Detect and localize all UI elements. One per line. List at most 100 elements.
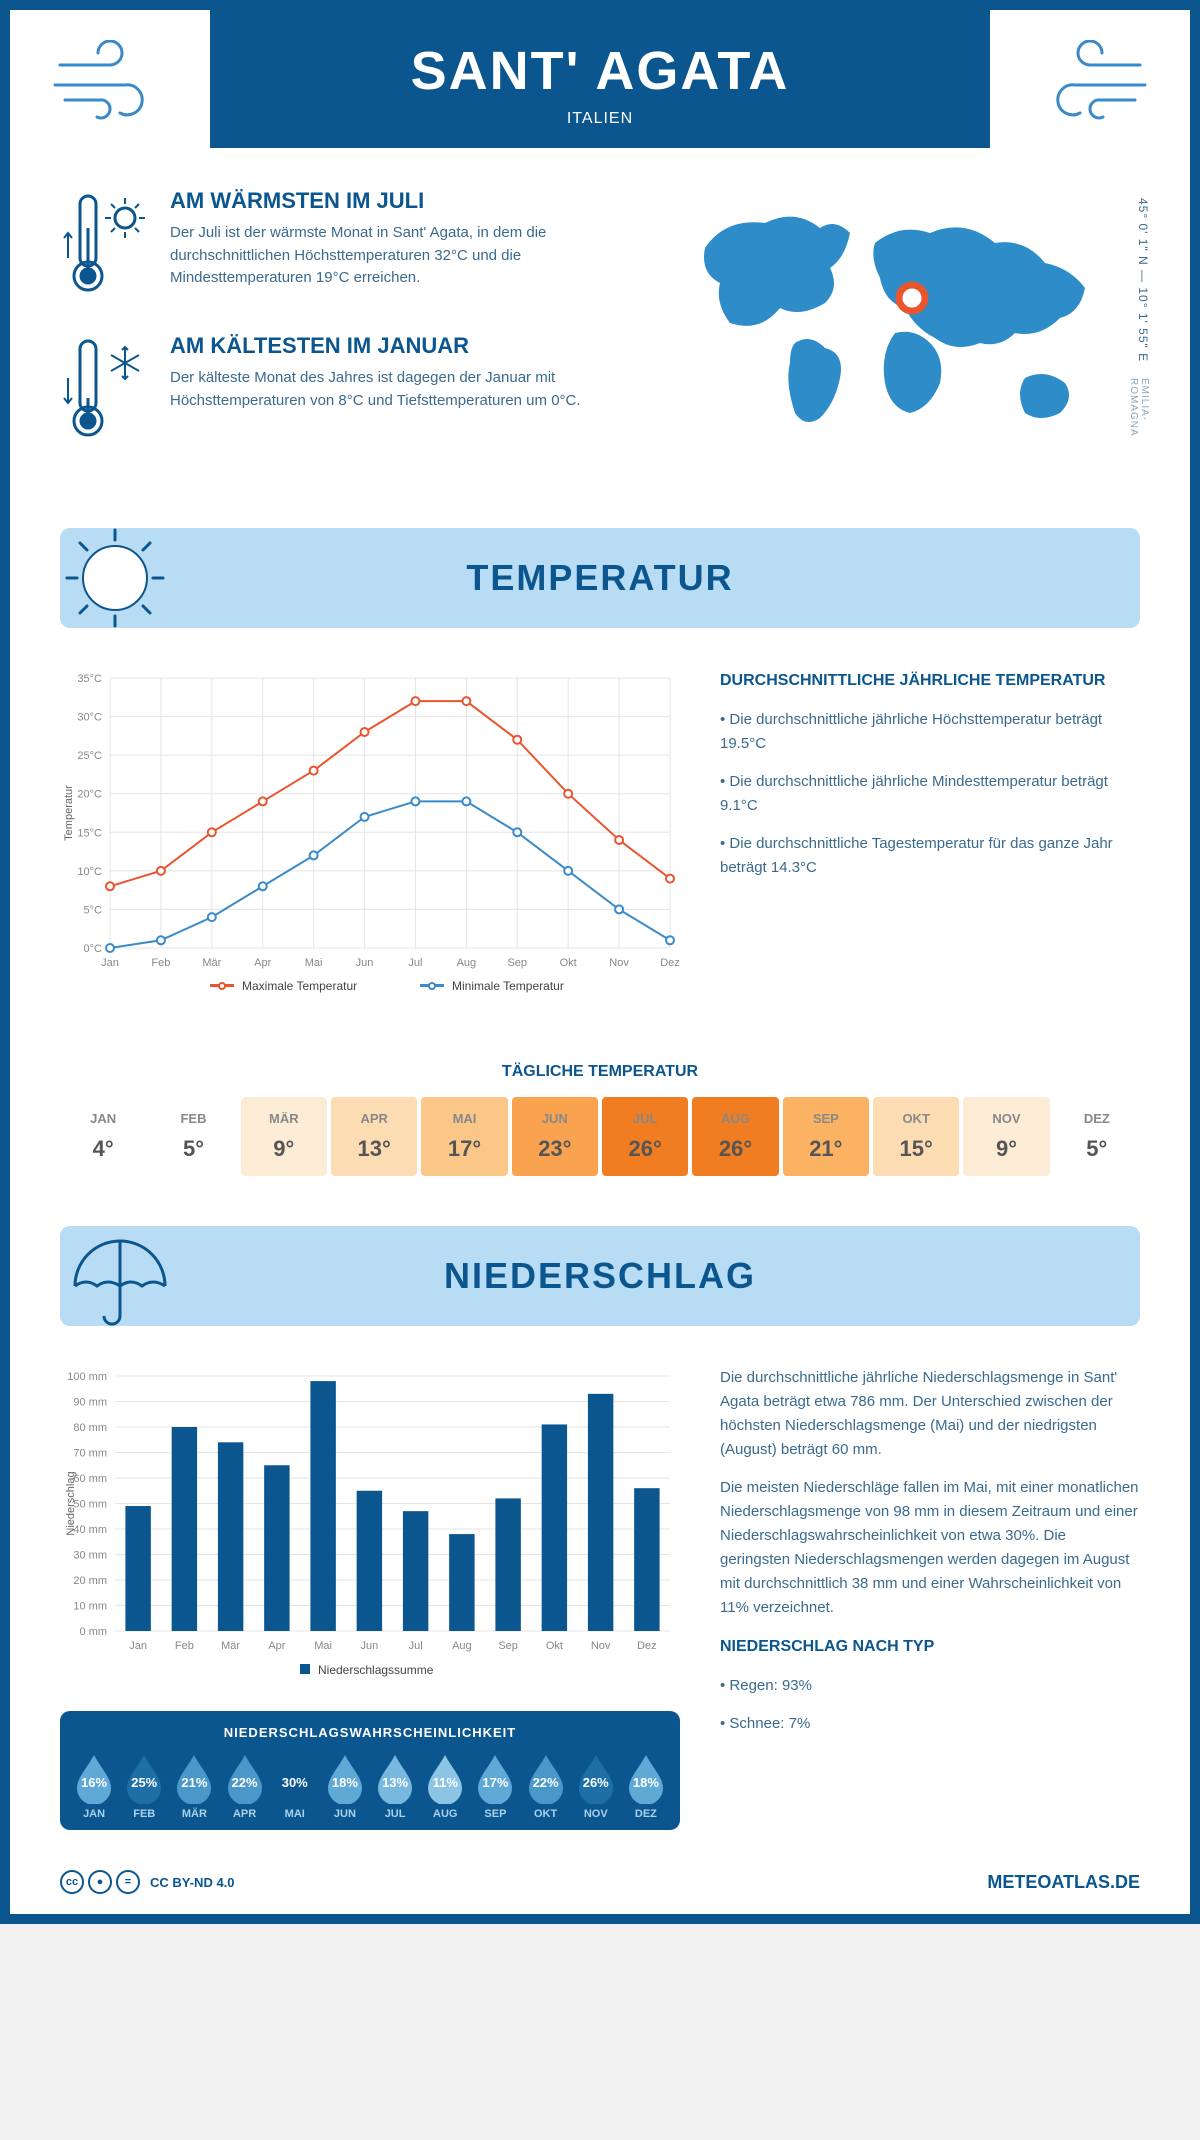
daily-temp-cell: NOV9° — [963, 1097, 1049, 1176]
svg-text:Dez: Dez — [637, 1640, 657, 1652]
svg-text:Aug: Aug — [457, 957, 477, 969]
coldest-heading: AM KÄLTESTEN IM JANUAR — [170, 333, 650, 359]
svg-text:25°C: 25°C — [77, 750, 102, 762]
svg-text:Mai: Mai — [314, 1640, 332, 1652]
svg-text:Temperatur: Temperatur — [63, 785, 75, 841]
prob-cell: 17%SEP — [471, 1752, 519, 1820]
umbrella-icon — [60, 1226, 180, 1326]
daily-temp-grid: JAN4°FEB5°MÄR9°APR13°MAI17°JUN23°JUL26°A… — [10, 1097, 1190, 1206]
prob-cell: 22%OKT — [522, 1752, 570, 1820]
svg-text:Apr: Apr — [268, 1640, 285, 1652]
thermometer-sun-icon — [60, 188, 150, 303]
top-facts-section: AM WÄRMSTEN IM JULI Der Juli ist der wär… — [10, 148, 1190, 508]
temperature-banner: TEMPERATUR — [60, 528, 1140, 628]
nd-icon: = — [116, 1870, 140, 1894]
svg-text:90 mm: 90 mm — [73, 1397, 107, 1409]
coldest-text: Der kälteste Monat des Jahres ist dagege… — [170, 367, 650, 412]
precip-para: Die durchschnittliche jährliche Niedersc… — [720, 1366, 1140, 1462]
raindrop-icon: 11% — [424, 1752, 466, 1804]
svg-text:Niederschlagssumme: Niederschlagssumme — [318, 1663, 434, 1677]
raindrop-icon: 26% — [575, 1752, 617, 1804]
svg-text:Jan: Jan — [129, 1640, 147, 1652]
svg-text:Maximale Temperatur: Maximale Temperatur — [242, 979, 357, 993]
city-title: SANT' AGATA — [250, 40, 950, 102]
warmest-text: Der Juli ist der wärmste Monat in Sant' … — [170, 222, 650, 290]
precip-type-heading: NIEDERSCHLAG NACH TYP — [720, 1634, 1140, 1660]
infographic-page: SANT' AGATA ITALIEN AM WÄRMSTEN IM JULI … — [0, 0, 1200, 1924]
svg-text:100 mm: 100 mm — [67, 1371, 107, 1383]
temperature-line-chart: 0°C5°C10°C15°C20°C25°C30°C35°CJanFebMärA… — [60, 668, 680, 1008]
daily-temp-cell: OKT15° — [873, 1097, 959, 1176]
svg-text:15°C: 15°C — [77, 827, 102, 839]
thermometer-snow-icon — [60, 333, 150, 448]
svg-text:Jul: Jul — [409, 1640, 423, 1652]
svg-text:Jun: Jun — [361, 1640, 379, 1652]
svg-text:10°C: 10°C — [77, 866, 102, 878]
svg-text:Sep: Sep — [498, 1640, 518, 1652]
precip-section-title: NIEDERSCHLAG — [444, 1255, 756, 1297]
daily-temp-cell: MÄR9° — [241, 1097, 327, 1176]
wind-icon — [1030, 40, 1150, 125]
prob-cell: 30%MAI — [271, 1752, 319, 1820]
by-icon: ● — [88, 1870, 112, 1894]
svg-text:20°C: 20°C — [77, 789, 102, 801]
daily-temp-cell: DEZ5° — [1054, 1097, 1140, 1176]
svg-text:Jul: Jul — [408, 957, 422, 969]
prob-cell: 13%JUL — [371, 1752, 419, 1820]
prob-cell: 11%AUG — [421, 1752, 469, 1820]
svg-text:10 mm: 10 mm — [73, 1601, 107, 1613]
svg-text:Jun: Jun — [356, 957, 374, 969]
temp-bullet: • Die durchschnittliche jährliche Höchst… — [720, 708, 1140, 756]
warmest-heading: AM WÄRMSTEN IM JULI — [170, 188, 650, 214]
region-label: EMILIA-ROMAGNA — [1128, 378, 1150, 478]
footer: cc ● = CC BY-ND 4.0 METEOATLAS.DE — [10, 1850, 1190, 1914]
temp-bullet: • Die durchschnittliche jährliche Mindes… — [720, 770, 1140, 818]
svg-text:Mär: Mär — [202, 957, 221, 969]
svg-text:0 mm: 0 mm — [80, 1626, 108, 1638]
raindrop-icon: 17% — [474, 1752, 516, 1804]
svg-text:Feb: Feb — [151, 957, 170, 969]
cc-icon: cc — [60, 1870, 84, 1894]
svg-text:Nov: Nov — [591, 1640, 611, 1652]
raindrop-icon: 22% — [224, 1752, 266, 1804]
warmest-fact: AM WÄRMSTEN IM JULI Der Juli ist der wär… — [60, 188, 650, 303]
prob-cell: 18%JUN — [321, 1752, 369, 1820]
daily-temp-cell: JUN23° — [512, 1097, 598, 1176]
svg-text:Apr: Apr — [254, 957, 271, 969]
raindrop-icon: 16% — [73, 1752, 115, 1804]
prob-cell: 21%MÄR — [170, 1752, 218, 1820]
svg-text:60 mm: 60 mm — [73, 1473, 107, 1485]
precip-probability-box: NIEDERSCHLAGSWAHRSCHEINLICHKEIT 16%JAN25… — [60, 1711, 680, 1830]
daily-temp-cell: JUL26° — [602, 1097, 688, 1176]
raindrop-icon: 18% — [324, 1752, 366, 1804]
svg-text:Dez: Dez — [660, 957, 680, 969]
svg-text:Niederschlag: Niederschlag — [65, 1471, 77, 1535]
cc-label: CC BY-ND 4.0 — [150, 1875, 235, 1890]
precip-banner: NIEDERSCHLAG — [60, 1226, 1140, 1326]
header-banner: SANT' AGATA ITALIEN — [210, 10, 990, 148]
svg-text:Nov: Nov — [609, 957, 629, 969]
site-name: METEOATLAS.DE — [987, 1872, 1140, 1893]
svg-text:30°C: 30°C — [77, 712, 102, 724]
precip-bar-chart: 0 mm10 mm20 mm30 mm40 mm50 mm60 mm70 mm8… — [60, 1366, 680, 1686]
svg-text:30 mm: 30 mm — [73, 1550, 107, 1562]
temp-text-heading: DURCHSCHNITTLICHE JÄHRLICHE TEMPERATUR — [720, 668, 1140, 694]
daily-temp-title: TÄGLICHE TEMPERATUR — [10, 1063, 1190, 1081]
svg-text:Okt: Okt — [546, 1640, 563, 1652]
daily-temp-cell: FEB5° — [150, 1097, 236, 1176]
temp-section-title: TEMPERATUR — [466, 557, 733, 599]
sun-icon — [60, 528, 180, 628]
daily-temp-cell: APR13° — [331, 1097, 417, 1176]
svg-text:Sep: Sep — [507, 957, 527, 969]
precip-content-row: 0 mm10 mm20 mm30 mm40 mm50 mm60 mm70 mm8… — [10, 1346, 1190, 1850]
wind-icon — [50, 40, 170, 125]
temp-content-row: 0°C5°C10°C15°C20°C25°C30°C35°CJanFebMärA… — [10, 648, 1190, 1033]
svg-text:40 mm: 40 mm — [73, 1524, 107, 1536]
prob-cell: 18%DEZ — [622, 1752, 670, 1820]
svg-text:5°C: 5°C — [84, 904, 103, 916]
svg-text:0°C: 0°C — [84, 943, 103, 955]
svg-text:70 mm: 70 mm — [73, 1448, 107, 1460]
prob-cell: 25%FEB — [120, 1752, 168, 1820]
precip-type-bullet: • Schnee: 7% — [720, 1712, 1140, 1736]
cc-license: cc ● = CC BY-ND 4.0 — [60, 1870, 235, 1894]
